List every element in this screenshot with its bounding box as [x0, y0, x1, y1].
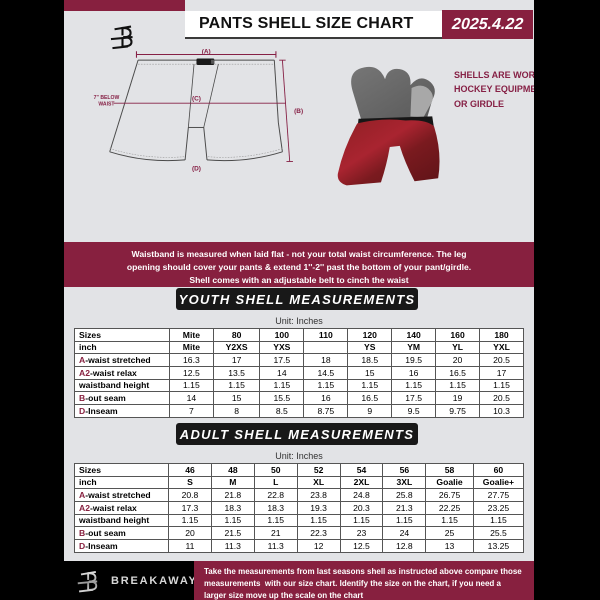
svg-text:(C): (C): [192, 96, 201, 103]
svg-text:(B): (B): [294, 108, 303, 115]
svg-text:WAIST: WAIST: [98, 102, 115, 108]
svg-text:(D): (D): [192, 165, 201, 172]
svg-text:(A): (A): [202, 49, 211, 56]
svg-text:7" BELOW: 7" BELOW: [94, 95, 120, 101]
